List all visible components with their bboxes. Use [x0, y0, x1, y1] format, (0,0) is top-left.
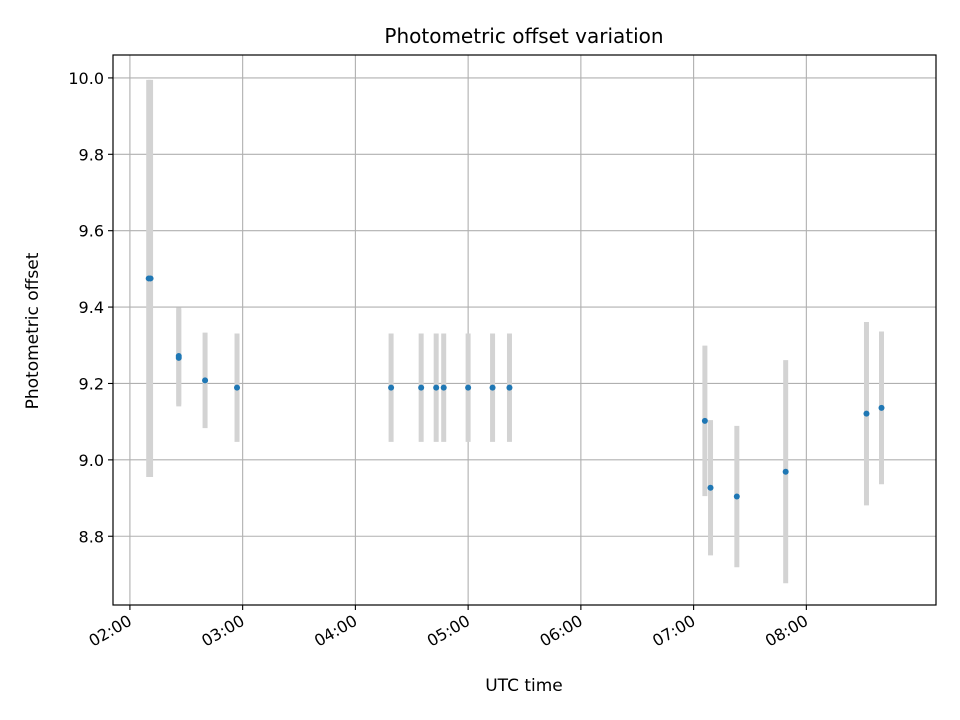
- data-point: [440, 384, 447, 391]
- y-tick-label: 8.8: [79, 527, 104, 546]
- data-point: [234, 384, 241, 391]
- chart-title: Photometric offset variation: [384, 24, 663, 48]
- y-axis-ticks: 8.8 9.0 9.2 9.4 9.6 9.8 10.0: [68, 69, 113, 546]
- y-axis-label: Photometric offset: [23, 252, 43, 409]
- data-point: [202, 377, 209, 384]
- data-point: [418, 384, 425, 391]
- data-point: [175, 354, 182, 361]
- data-points: [145, 275, 885, 500]
- y-tick-label: 10.0: [68, 69, 104, 88]
- y-tick-label: 9.0: [79, 451, 104, 470]
- plot-frame: [112, 54, 937, 606]
- grid-lines: [113, 55, 936, 605]
- data-point: [701, 417, 708, 424]
- data-point: [433, 384, 440, 391]
- data-point: [388, 384, 395, 391]
- data-point: [863, 410, 870, 417]
- y-tick-label: 9.8: [79, 145, 104, 164]
- data-point: [707, 484, 714, 491]
- data-point: [782, 468, 789, 475]
- data-point: [147, 275, 154, 282]
- y-tick-label: 9.4: [79, 298, 104, 317]
- data-point: [465, 384, 472, 391]
- y-tick-label: 9.2: [79, 374, 104, 393]
- data-point: [878, 404, 885, 411]
- x-axis-label: UTC time: [485, 676, 563, 696]
- data-point: [733, 493, 740, 500]
- y-tick-label: 9.6: [79, 222, 104, 241]
- data-point: [489, 384, 496, 391]
- data-point: [506, 384, 513, 391]
